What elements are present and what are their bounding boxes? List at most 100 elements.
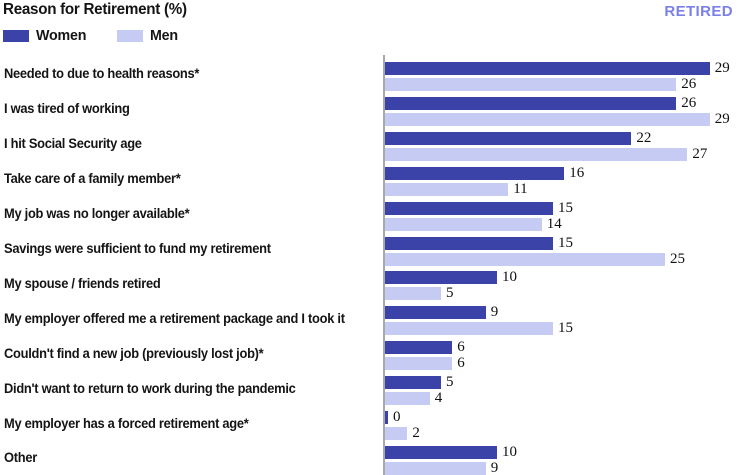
women-value: 9 [490,304,499,321]
men-value: 6 [457,355,465,372]
legend-label-men: Men [149,27,178,44]
women-bar-line: 10 [385,270,738,285]
category-label: Take care of a family member* [0,161,385,196]
bar-pair: 10 5 [385,265,738,302]
category-label-text: My employer has a forced retirement age* [4,414,249,431]
chart-legend: Women Men [3,27,207,44]
men-bar [385,78,677,91]
category-label: Needed to due to health reasons* [0,56,385,91]
chart-row: Didn't want to return to work during the… [0,370,738,407]
men-value: 25 [670,250,685,267]
category-label: Didn't want to return to work during the… [0,370,385,405]
men-bar-line: 25 [385,250,738,267]
category-label: Savings were sufficient to fund my retir… [0,231,385,266]
women-bar-line: 10 [385,443,738,460]
women-bar-line: 6 [385,339,738,356]
women-value: 29 [714,60,730,76]
chart-row: I was tired of working 26 29 [0,91,738,126]
chart-rows: Needed to due to health reasons* 29 26 I… [0,56,738,475]
women-bar-line: 9 [385,304,738,321]
women-bar [385,236,553,250]
men-bar [385,182,509,196]
chart-row: Needed to due to health reasons* 29 26 [0,56,738,92]
chart-row: My spouse / friends retired 10 5 [0,265,738,302]
women-value: 5 [446,374,454,391]
category-label: I was tired of working [0,91,385,126]
women-value: 22 [636,129,652,146]
men-value: 11 [513,180,528,197]
chart-row: Other 10 9 [0,440,738,475]
legend-item-men: Men [116,27,179,44]
women-bar [385,271,497,285]
category-label: My employer has a forced retirement age* [0,405,385,440]
women-bar-line: 29 [385,60,738,76]
women-value: 6 [457,339,465,356]
women-bar [385,201,553,215]
men-bar [385,357,453,371]
women-bar [385,445,497,459]
legend-label-women: Women [36,27,87,44]
category-label-text: Needed to due to health reasons* [4,65,200,82]
men-bar [385,287,441,301]
bar-pair: 22 27 [385,126,738,161]
women-bar [385,62,710,75]
men-bar [385,427,408,441]
chart-title: Reason for Retirement (%) [3,1,187,18]
category-label: I hit Social Security age [0,126,385,161]
chart-row: My employer offered me a retirement pack… [0,300,738,337]
category-label-text: My job was no longer available* [4,205,190,222]
category-label-text: Other [4,449,37,466]
women-value: 15 [558,234,573,251]
women-bar [385,411,388,425]
men-value: 15 [558,320,573,337]
men-bar [385,461,486,475]
men-value: 9 [490,459,499,475]
men-bar-line: 6 [385,355,738,372]
chart-row: Savings were sufficient to fund my retir… [0,231,738,266]
women-bar [385,376,441,390]
category-label: My job was no longer available* [0,196,385,231]
category-label: My spouse / friends retired [0,265,385,300]
women-bar-line: 15 [385,234,738,251]
men-bar-line: 26 [385,76,738,92]
category-label-text: Didn't want to return to work during the… [4,379,296,396]
bar-pair: 15 25 [385,231,738,266]
women-bar-line: 26 [385,94,738,111]
women-swatch-icon [3,29,29,42]
men-bar [385,322,553,336]
men-bar [385,147,688,161]
chart-row: I hit Social Security age 22 27 [0,126,738,161]
women-value: 10 [502,443,517,460]
women-value: 0 [393,409,401,426]
men-bar-line: 15 [385,320,738,337]
men-value: 27 [692,145,708,162]
bar-pair: 16 11 [385,161,738,196]
category-label-text: My spouse / friends retired [4,274,161,291]
category-label-text: Savings were sufficient to fund my retir… [4,239,271,256]
men-bar [385,252,665,266]
men-bar-line: 27 [385,145,738,162]
bar-pair: 15 14 [385,196,738,231]
category-label-text: Couldn't find a new job (previously lost… [4,344,264,361]
category-label-text: I was tired of working [4,100,130,117]
bar-pair: 26 29 [385,91,738,126]
bar-pair: 29 26 [385,56,738,92]
bar-pair: 6 6 [385,335,738,372]
men-value: 4 [434,390,443,407]
chart-row: Take care of a family member* 16 11 [0,161,738,196]
bar-pair: 10 9 [385,440,738,475]
men-swatch-icon [116,29,143,42]
women-value: 26 [681,94,697,111]
bar-pair: 9 15 [385,300,738,337]
women-bar [385,166,565,180]
men-bar [385,112,710,126]
men-value: 5 [446,285,454,302]
women-bar-line: 5 [385,374,738,391]
men-value: 26 [681,76,697,92]
men-value: 29 [714,110,730,127]
men-bar-line: 4 [385,390,738,407]
category-label-text: My employer offered me a retirement pack… [4,309,345,326]
men-bar-line: 2 [385,426,738,441]
men-bar-line: 29 [385,110,738,127]
legend-item-women: Women [3,27,89,44]
